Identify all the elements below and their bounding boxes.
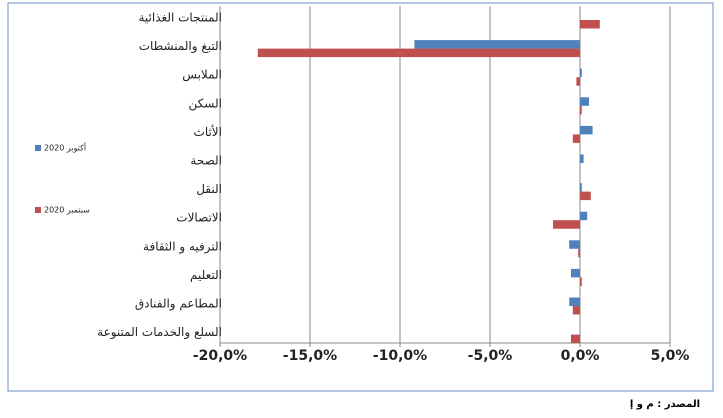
y-tick-label: السلع والخدمات المتنوعة (97, 325, 222, 340)
bar (580, 277, 582, 286)
bar (553, 220, 580, 229)
x-tick-label: -5,0% (468, 348, 513, 364)
bar (580, 183, 582, 192)
bar (580, 154, 584, 163)
legend-swatch (35, 207, 41, 213)
y-tick-label: المنتجات الغذائية (139, 11, 223, 25)
source-note: المصدر : م و إ (630, 399, 700, 410)
legend-swatch (35, 145, 41, 151)
x-tick-label: -15,0% (283, 348, 337, 364)
bar (580, 97, 589, 106)
x-tick-label: 0,0% (561, 348, 600, 364)
bar (414, 40, 580, 49)
bar (580, 211, 588, 221)
y-tick-label: التبغ والمنشطات (139, 39, 222, 54)
bar (580, 68, 582, 78)
y-tick-label: النقل (196, 182, 222, 196)
bar (580, 191, 591, 201)
y-tick-label: السكن (189, 96, 222, 111)
bar (257, 48, 580, 58)
y-tick-label: التعليم (190, 268, 222, 282)
y-tick-label: الترفيه و الثقافة (143, 239, 222, 254)
y-tick-label: الأثاث (194, 124, 222, 139)
bar (572, 134, 580, 143)
bar (580, 105, 582, 115)
bar (572, 306, 580, 315)
bar (580, 125, 593, 135)
chart-border (7, 2, 714, 392)
legend-label: أكتوبر 2020 (44, 143, 86, 153)
bar (571, 334, 580, 344)
x-tick-label: 5,0% (651, 348, 690, 364)
bar (578, 248, 580, 258)
y-tick-label: الصحة (190, 154, 222, 168)
x-tick-label: -10,0% (373, 348, 427, 364)
bar (576, 77, 580, 86)
bar (580, 20, 600, 29)
x-tick-label: -20,0% (193, 348, 247, 364)
y-tick-label: الاتصالات (176, 211, 222, 225)
y-tick-label: المطاعم والفنادق (135, 297, 222, 312)
bar (569, 297, 580, 306)
bar (569, 240, 580, 249)
y-tick-label: الملابس (182, 68, 222, 83)
legend-label: سبتمبر 2020 (44, 206, 90, 215)
bar (571, 268, 580, 278)
